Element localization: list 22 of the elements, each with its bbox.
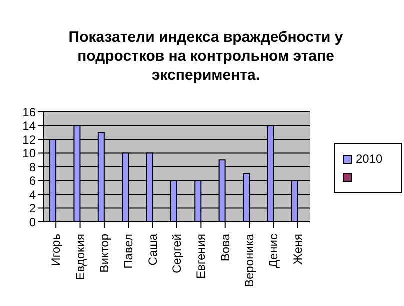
x-tick-label: Игорь <box>49 234 64 266</box>
x-tick-label: Женя <box>290 234 305 265</box>
y-tick-label: 2 <box>29 202 36 216</box>
y-tick-label: 0 <box>29 215 36 230</box>
legend-label: 2010 <box>356 152 383 166</box>
x-tick-label: Вероника <box>242 234 257 288</box>
x-tick-label: Вова <box>218 234 232 262</box>
x-tick-label: Евдокия <box>73 234 88 280</box>
y-tick-label: 14 <box>22 119 36 134</box>
y-tick-label: 8 <box>29 160 36 174</box>
x-tick-label: Виктор <box>97 234 112 273</box>
x-tick-label: Денис <box>266 234 281 268</box>
y-tick-label: 12 <box>22 132 36 147</box>
y-tick-label: 16 <box>22 105 36 120</box>
x-tick-label: Павел <box>122 234 136 269</box>
x-tick-label: Евгения <box>194 234 208 279</box>
y-tick-label: 10 <box>22 146 36 161</box>
x-tick-label: Саша <box>146 234 160 266</box>
y-tick-label: 6 <box>29 174 36 188</box>
x-tick-label: Сергей <box>170 234 184 274</box>
y-tick-label: 4 <box>29 188 36 202</box>
chart-title: Показатели индекса враждебности у подростков на контрольном этапе эксперимента. <box>68 28 344 84</box>
